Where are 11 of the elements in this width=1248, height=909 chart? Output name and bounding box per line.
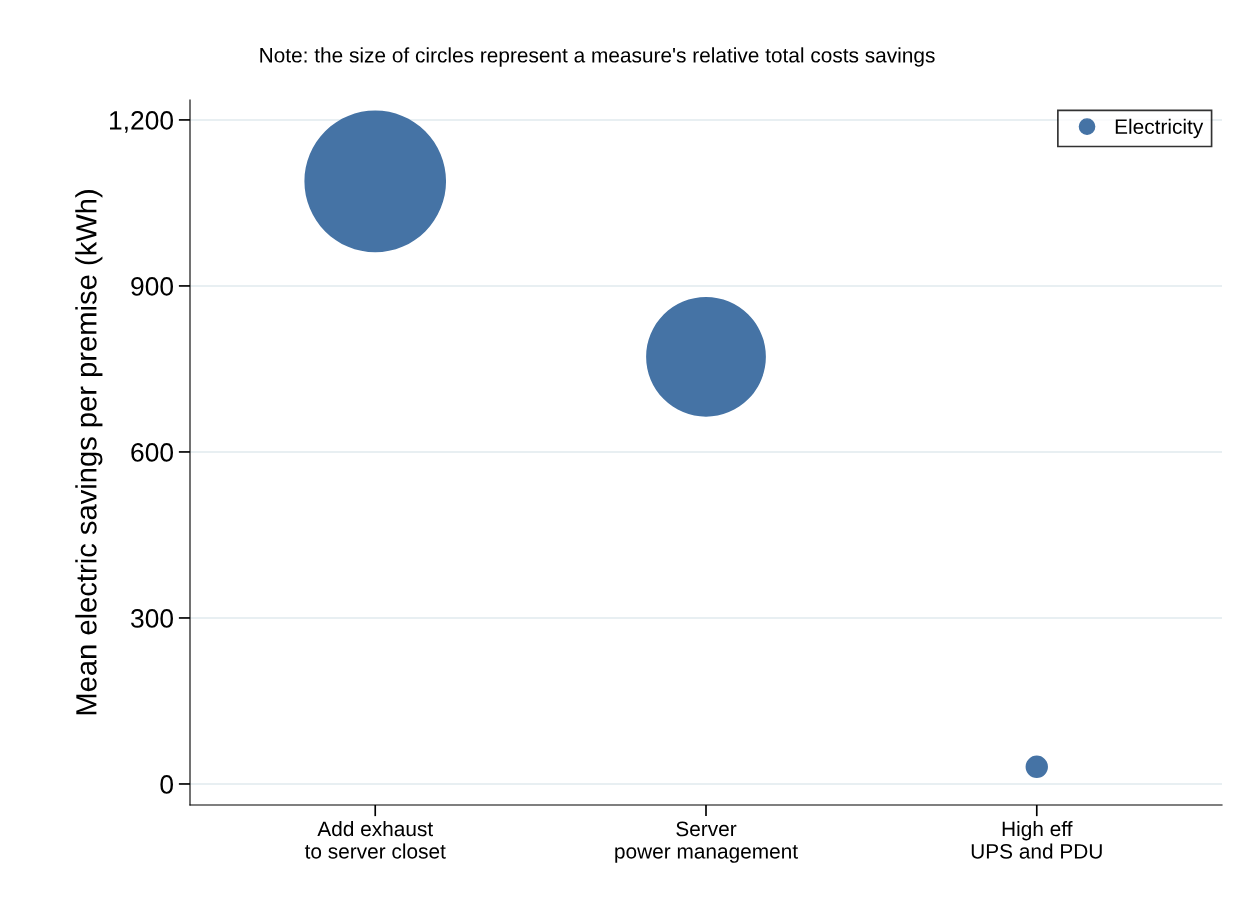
x-tick-label: Server power management — [615, 821, 798, 863]
x-tick-label: High eff UPS and PDU — [971, 820, 1102, 859]
x-tick-label: Add exhaust to server closet — [304, 820, 446, 859]
y-tick-label: 600 — [131, 443, 173, 462]
y-tick-label: 0 — [160, 775, 173, 794]
legend-label: Electricity — [1115, 118, 1204, 139]
y-tick-label: 1,200 — [110, 111, 173, 133]
y-tick-label: 900 — [131, 277, 173, 296]
y-axis-title: Mean electric savings per premise (kWh) — [75, 190, 103, 715]
chart-subtitle: Note: the size of circles represent a measure's relative total costs savings — [260, 47, 935, 67]
y-tick-label: 300 — [131, 609, 173, 628]
